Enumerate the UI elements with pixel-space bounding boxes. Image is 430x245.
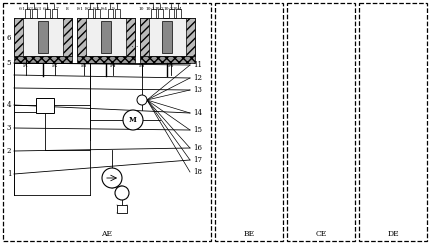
Text: AE: AE xyxy=(101,230,113,238)
Text: 16: 16 xyxy=(193,144,202,152)
Bar xyxy=(176,9,181,18)
Text: G: G xyxy=(39,37,47,46)
Bar xyxy=(95,9,100,18)
Text: 13: 13 xyxy=(193,86,202,94)
Bar xyxy=(88,9,93,18)
Bar xyxy=(140,18,149,56)
Text: P6: P6 xyxy=(168,62,174,68)
Text: 12: 12 xyxy=(193,74,202,82)
Text: 18: 18 xyxy=(193,168,202,176)
Bar xyxy=(36,98,54,113)
Text: 15: 15 xyxy=(193,126,202,134)
Text: P4: P4 xyxy=(110,62,116,68)
Bar xyxy=(115,9,120,18)
Text: 4: 4 xyxy=(7,101,11,109)
Text: Z: Z xyxy=(164,37,170,46)
Bar xyxy=(151,9,156,18)
Bar xyxy=(162,21,172,53)
Bar xyxy=(77,56,135,63)
Text: 6-3: 6-3 xyxy=(34,7,42,11)
Text: H: H xyxy=(102,37,110,46)
Bar xyxy=(77,18,86,56)
Text: DE: DE xyxy=(387,230,399,238)
Bar xyxy=(77,18,135,56)
Bar xyxy=(140,56,195,63)
Bar xyxy=(287,3,355,241)
Text: P3: P3 xyxy=(81,62,87,68)
Bar xyxy=(14,18,23,56)
Bar xyxy=(359,3,427,241)
Bar xyxy=(45,9,50,18)
Text: P1: P1 xyxy=(23,62,29,68)
Text: 8-1: 8-1 xyxy=(77,7,83,11)
Text: BE: BE xyxy=(243,230,255,238)
Bar xyxy=(169,9,174,18)
Text: 2: 2 xyxy=(7,147,11,155)
Text: 8-2: 8-2 xyxy=(85,7,92,11)
Bar xyxy=(101,21,111,53)
Text: 10: 10 xyxy=(138,7,144,11)
Bar xyxy=(25,9,30,18)
Text: 10-3: 10-3 xyxy=(163,7,173,11)
Bar xyxy=(63,18,72,56)
Text: 5: 5 xyxy=(7,59,11,67)
Bar xyxy=(215,3,283,241)
Text: P2: P2 xyxy=(52,62,58,68)
Text: P5: P5 xyxy=(139,62,145,68)
Text: CE: CE xyxy=(315,230,327,238)
Bar xyxy=(117,205,127,213)
Text: 6-2: 6-2 xyxy=(27,7,34,11)
Text: 10-1: 10-1 xyxy=(145,7,155,11)
Text: 11: 11 xyxy=(193,61,202,69)
Text: M: M xyxy=(129,116,137,124)
Text: 14: 14 xyxy=(193,109,202,117)
Text: 8: 8 xyxy=(66,7,68,11)
Text: 10-2: 10-2 xyxy=(154,7,164,11)
Text: 6: 6 xyxy=(7,34,11,42)
Bar xyxy=(52,9,57,18)
Bar xyxy=(3,3,211,241)
Text: 4: 4 xyxy=(43,102,47,108)
Text: 7: 7 xyxy=(55,7,58,11)
Text: 8-3: 8-3 xyxy=(92,7,99,11)
Text: 9: 9 xyxy=(112,7,114,11)
Circle shape xyxy=(137,95,147,105)
Text: 6-1: 6-1 xyxy=(18,7,25,11)
Bar xyxy=(32,9,37,18)
Text: 3: 3 xyxy=(7,124,11,132)
Bar xyxy=(158,9,163,18)
Bar xyxy=(108,9,113,18)
Bar xyxy=(14,56,72,63)
Text: . . .: . . . xyxy=(127,41,138,49)
Text: 10-4: 10-4 xyxy=(172,7,182,11)
Text: 1: 1 xyxy=(7,170,11,178)
Circle shape xyxy=(115,186,129,200)
Text: 6-4: 6-4 xyxy=(43,7,49,11)
Circle shape xyxy=(123,110,143,130)
Bar xyxy=(38,21,48,53)
Text: 17: 17 xyxy=(193,156,202,164)
Bar xyxy=(140,18,195,56)
Bar xyxy=(126,18,135,56)
Bar xyxy=(14,18,72,56)
Text: 8-4: 8-4 xyxy=(101,7,108,11)
Circle shape xyxy=(102,168,122,188)
Bar xyxy=(186,18,195,56)
